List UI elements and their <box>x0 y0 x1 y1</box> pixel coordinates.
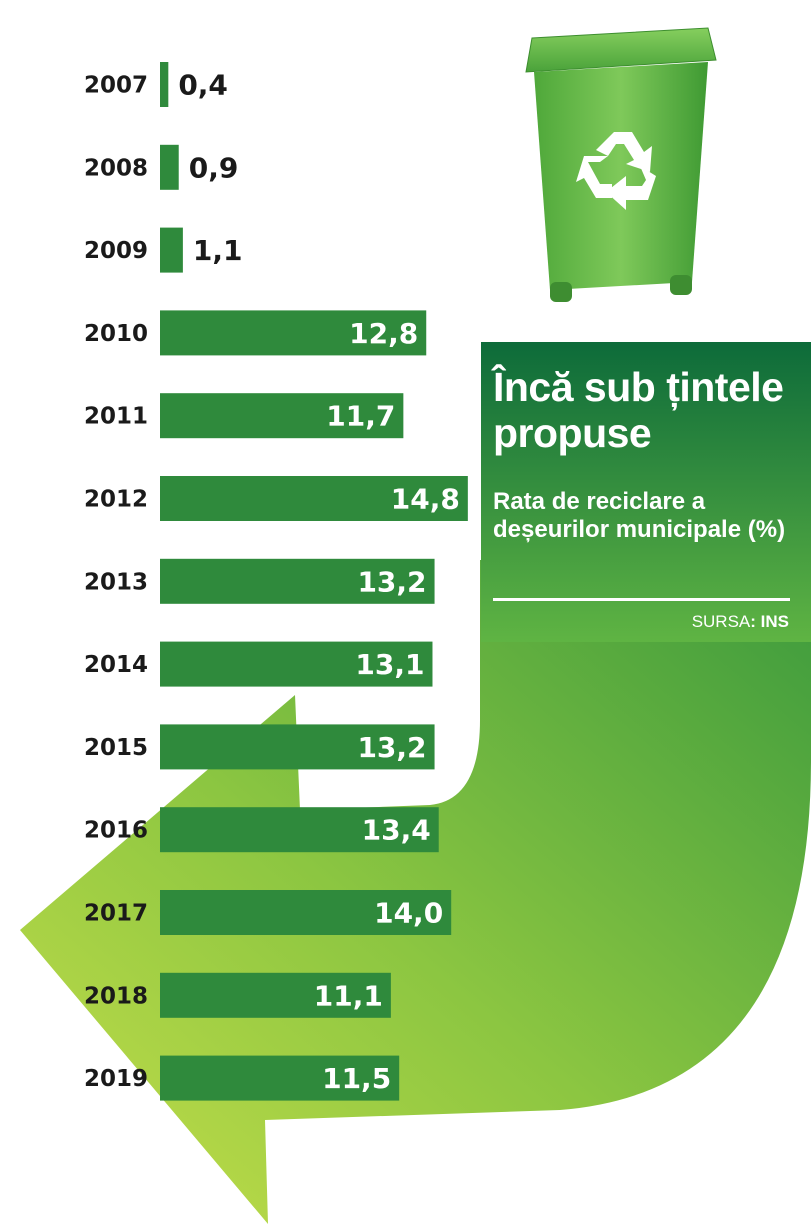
year-label: 2016 <box>84 818 148 844</box>
bar-2015 <box>160 724 435 770</box>
bar-2019 <box>160 1055 400 1101</box>
bar-2009 <box>160 227 183 273</box>
year-label: 2008 <box>84 155 148 181</box>
bar-2014 <box>160 641 433 687</box>
bar-2017 <box>160 890 452 935</box>
source-credit: SURSA: INS <box>691 612 789 631</box>
value-label: 0,9 <box>189 151 239 184</box>
year-label: 2014 <box>84 652 148 678</box>
value-label: 1,1 <box>193 234 243 267</box>
year-label: 2017 <box>84 901 148 927</box>
year-label: 2010 <box>84 321 148 347</box>
title-box: Încă sub țintele propuse Rata de recicla… <box>481 342 811 642</box>
bar-2011 <box>160 393 404 439</box>
year-label: 2019 <box>84 1066 148 1092</box>
bar-2016 <box>160 807 439 853</box>
recycle-symbol <box>576 132 656 210</box>
chart-title: Încă sub țintele propuse <box>493 364 784 456</box>
bar-2018 <box>160 972 391 1018</box>
year-label: 2015 <box>84 735 148 761</box>
chart-subtitle: Rata de reciclare a deșeurilor municipal… <box>493 488 786 543</box>
bar-2013 <box>160 558 435 604</box>
bar-2008 <box>160 144 179 190</box>
value-label: 12,8 <box>349 317 418 350</box>
title-divider <box>493 598 790 601</box>
year-label: 2009 <box>84 238 148 264</box>
source-label: SURSA <box>691 612 751 631</box>
bar-2012 <box>160 476 468 521</box>
value-label: 13,2 <box>357 731 426 764</box>
value-label: 13,2 <box>357 565 426 598</box>
value-label: 11,5 <box>322 1062 391 1095</box>
bar-2010 <box>160 310 427 356</box>
year-label: 2007 <box>84 73 148 99</box>
year-label: 2018 <box>84 983 148 1009</box>
value-label: 11,1 <box>314 979 383 1012</box>
value-label: 0,4 <box>178 69 228 102</box>
year-label: 2011 <box>84 404 148 430</box>
value-label: 14,8 <box>391 483 460 516</box>
value-label: 14,0 <box>374 897 443 930</box>
title-box-background <box>481 342 811 642</box>
value-label: 11,7 <box>326 400 395 433</box>
year-label: 2012 <box>84 487 148 513</box>
year-label: 2013 <box>84 569 148 595</box>
recycle-bin-icon <box>525 27 717 302</box>
source-value: INS <box>760 612 789 631</box>
value-label: 13,1 <box>355 648 424 681</box>
bar-2007 <box>160 62 169 107</box>
value-label: 13,4 <box>362 814 431 847</box>
